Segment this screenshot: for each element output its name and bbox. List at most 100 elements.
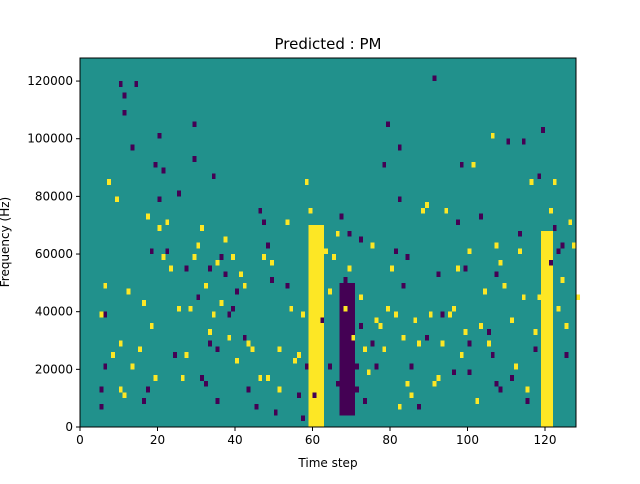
heatmap-cell-low (494, 380, 499, 387)
heatmap-cell-high (576, 294, 580, 301)
heatmap-cell-low (231, 305, 235, 312)
heatmap-cell-high (533, 328, 538, 335)
heatmap-cell-low (328, 363, 332, 370)
heatmap-cell-high (517, 248, 522, 255)
heatmap-cell-low (304, 363, 309, 370)
heatmap-cell-low (393, 248, 398, 255)
heatmap-cell-low (285, 282, 290, 289)
heatmap-cell-high (211, 311, 216, 318)
heatmap-cell-low (343, 392, 348, 399)
heatmap-cell-high (145, 213, 150, 220)
heatmap-cell-high (417, 340, 421, 347)
x-axis-label: Time step (297, 456, 357, 470)
heatmap-cell-low (130, 144, 135, 151)
heatmap-cell-low (153, 161, 158, 168)
heatmap-cell-high (413, 317, 418, 324)
heatmap-cell-high (401, 334, 406, 341)
heatmap-cell-low (537, 173, 542, 180)
heatmap-cell-low (99, 386, 104, 393)
heatmap-cell-low (432, 75, 437, 82)
heatmap-cell-low (556, 248, 561, 255)
heatmap-cell-high (405, 380, 410, 387)
heatmap-cell-low (99, 403, 104, 410)
heatmap-cell-low (560, 242, 565, 249)
heatmap-cell-high (467, 248, 472, 255)
heatmap-cell-low (424, 334, 429, 341)
heatmap-cell-high (165, 219, 170, 226)
heatmap-cell-high (188, 305, 193, 312)
heatmap-cell-low (541, 127, 545, 133)
heatmap-cell-high (471, 161, 476, 168)
heatmap-cell-high (246, 340, 251, 347)
heatmap-cell-high (304, 179, 309, 185)
heatmap-cell-high (459, 352, 464, 358)
heatmap-cell-high (157, 225, 162, 231)
heatmap-cell-low (351, 409, 356, 416)
heatmap-cell-low (300, 415, 305, 422)
heatmap-cell-high (537, 294, 542, 301)
heatmap-cell-low (409, 363, 414, 370)
heatmap-cell-low (312, 392, 317, 399)
heatmap-cell-low (262, 219, 266, 226)
heatmap-cell-low (359, 236, 363, 243)
heatmap-cell-low (173, 352, 177, 358)
heatmap-cell-high (149, 323, 154, 329)
heatmap-cell-high (568, 219, 573, 226)
plot-area (80, 58, 580, 427)
heatmap-cell-high (308, 207, 313, 214)
heatmap-cell-high (153, 375, 158, 381)
heatmap-cell-high (510, 317, 514, 324)
heatmap-cell-low (254, 403, 259, 410)
y-tick-label: 40000 (35, 305, 73, 319)
heatmap-cell-low (552, 225, 557, 231)
heatmap-cell-low (370, 340, 375, 347)
heatmap-cell-high (312, 236, 317, 243)
heatmap-cell-low (211, 173, 216, 180)
heatmap-cell-low (436, 271, 441, 278)
heatmap-cell-low (459, 161, 464, 168)
heatmap-cell-low (343, 277, 348, 283)
heatmap-cell-high (347, 265, 352, 272)
x-tick-label: 20 (150, 433, 165, 447)
heatmap-cell-low (525, 398, 530, 404)
heatmap-cell-high (529, 179, 534, 185)
axes: 0 20 40 60 80 100 120 0 20000 40000 60000 80000 1000… (27, 57, 577, 447)
x-tick-label: 0 (76, 433, 84, 447)
heatmap-cell-low (417, 403, 421, 410)
x-tick-label: 40 (227, 433, 242, 447)
heatmap-cell-high (479, 323, 483, 329)
heatmap-cell-low (134, 81, 139, 87)
heatmap-cell-high (331, 254, 336, 260)
heatmap-cell-low (521, 138, 526, 145)
heatmap-cell-low (219, 254, 224, 260)
x-tick-label: 100 (456, 433, 479, 447)
heatmap-cell-low (463, 265, 468, 272)
heatmap-cell-low (467, 369, 472, 376)
heatmap-cell-high (142, 300, 146, 306)
x-tick-label: 80 (382, 433, 397, 447)
heatmap-cell-low (479, 213, 483, 220)
heatmap-cell-low (215, 398, 220, 404)
heatmap-cell-high (564, 323, 569, 329)
heatmap-cell-high (122, 392, 127, 399)
heatmap-cell-low (386, 121, 390, 128)
heatmap-cell-low (374, 363, 379, 370)
heatmap-cell-high (362, 346, 367, 353)
heatmap-cell-high (227, 334, 232, 341)
heatmap-cell-high (421, 207, 425, 214)
chart-title: Predicted : PM (275, 35, 382, 53)
y-tick-label: 120000 (27, 74, 73, 88)
heatmap-cell-low (297, 392, 301, 399)
x-tick-label: 120 (534, 433, 557, 447)
heatmap-background (80, 58, 576, 427)
heatmap-cell-low (533, 346, 538, 353)
heatmap-cell-high (118, 340, 123, 347)
heatmap-cell-high (250, 346, 255, 353)
heatmap-cell-low (401, 282, 406, 289)
heatmap-cell-high (343, 305, 348, 312)
heatmap-cell-high (320, 271, 325, 278)
y-tick-label: 60000 (35, 247, 73, 261)
heatmap-cell-low (382, 161, 387, 168)
heatmap-cell-low (339, 213, 344, 220)
